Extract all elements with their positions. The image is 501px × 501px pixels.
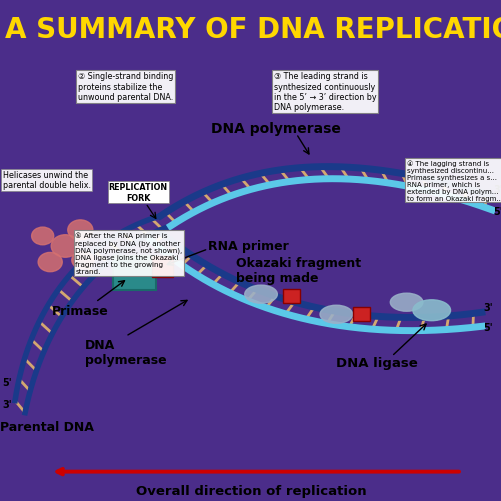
- Circle shape: [68, 220, 93, 240]
- Text: Parental DNA: Parental DNA: [0, 420, 94, 433]
- Text: RNA primer: RNA primer: [208, 240, 289, 253]
- Text: Primase: Primase: [52, 305, 109, 318]
- Text: ⑤ After the RNA primer is
replaced by DNA (by another
DNA polymerase, not shown): ⑤ After the RNA primer is replaced by DN…: [75, 232, 182, 275]
- Text: Overall direction of replication: Overall direction of replication: [135, 484, 366, 497]
- FancyBboxPatch shape: [113, 257, 155, 291]
- Circle shape: [72, 252, 94, 270]
- Text: 5': 5': [482, 323, 491, 333]
- Ellipse shape: [244, 286, 277, 304]
- Text: ④ The lagging strand is
synthesized discontinu...
Primase synthesizes a s...
RNA: ④ The lagging strand is synthesized disc…: [406, 160, 501, 202]
- FancyBboxPatch shape: [282, 290, 299, 304]
- Circle shape: [51, 235, 79, 258]
- Text: REPLICATION
FORK: REPLICATION FORK: [108, 183, 167, 202]
- Text: 5': 5': [3, 377, 12, 387]
- Ellipse shape: [320, 306, 352, 324]
- Text: 3': 3': [492, 184, 501, 194]
- Text: DNA
polymerase: DNA polymerase: [85, 339, 167, 367]
- Text: DNA polymerase: DNA polymerase: [211, 121, 340, 135]
- Text: Helicases unwind the
parental double helix.: Helicases unwind the parental double hel…: [3, 171, 90, 190]
- Ellipse shape: [412, 300, 450, 321]
- Text: DNA ligase: DNA ligase: [335, 356, 416, 369]
- Text: 3': 3': [3, 399, 12, 409]
- FancyBboxPatch shape: [352, 308, 369, 322]
- Ellipse shape: [390, 294, 422, 312]
- Text: Okazaki fragment
being made: Okazaki fragment being made: [235, 257, 360, 285]
- Text: A SUMMARY OF DNA REPLICATION: A SUMMARY OF DNA REPLICATION: [5, 16, 501, 44]
- Circle shape: [38, 253, 62, 272]
- Text: ③ The leading strand is
synthesized continuously
in the 5’ → 3’ direction by
DNA: ③ The leading strand is synthesized cont…: [273, 72, 375, 112]
- Text: 3': 3': [482, 303, 491, 313]
- Circle shape: [32, 227, 54, 245]
- FancyBboxPatch shape: [152, 257, 173, 278]
- Text: 5': 5': [492, 206, 501, 216]
- Text: ② Single-strand binding
proteins stabilize the
unwound parental DNA.: ② Single-strand binding proteins stabili…: [78, 72, 173, 102]
